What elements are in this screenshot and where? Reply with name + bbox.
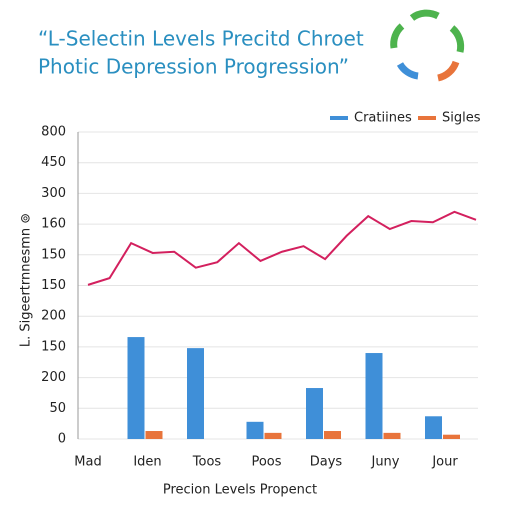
x-tick-label: Days [310, 455, 343, 470]
x-tick-label: Toos [192, 455, 222, 470]
x-tick-label: Juny [370, 455, 399, 470]
chart-title: Photic Depression Progression” [38, 55, 349, 79]
y-tick-label: 160 [41, 217, 66, 232]
x-tick-label: Iden [133, 455, 161, 470]
y-tick-label: 0 [58, 432, 66, 447]
y-tick-label: 200 [41, 370, 66, 385]
bar [127, 337, 145, 439]
bar [145, 431, 163, 439]
y-tick-label: 300 [41, 186, 66, 201]
y-tick-label: 150 [41, 247, 66, 262]
y-tick-label: 450 [41, 155, 66, 170]
bar [264, 432, 282, 439]
bar [187, 348, 204, 439]
x-tick-label: Mad [74, 455, 101, 470]
bar [324, 431, 341, 439]
y-tick-label: 150 [41, 339, 66, 354]
bar [306, 388, 323, 439]
y-tick-label: 50 [49, 401, 66, 416]
bar [383, 432, 401, 439]
legend-label: Sigles [442, 111, 481, 126]
bar [246, 421, 264, 439]
bar [425, 416, 442, 439]
y-tick-label: 800 [41, 125, 66, 140]
bar [443, 434, 460, 439]
legend-swatch [418, 116, 436, 120]
x-tick-label: Poos [251, 455, 281, 470]
line [87, 210, 477, 286]
y-axis-label: L. Sigeertrnnesmn ⊚ [19, 213, 34, 347]
x-tick-label: Jour [431, 455, 458, 470]
chart-title: “L-Selectin Levels Precitd Chroet [38, 27, 364, 51]
legend-label: Cratiines [354, 111, 412, 126]
y-tick-label: 150 [41, 278, 66, 293]
y-tick-label: 200 [41, 309, 66, 324]
bar [365, 353, 383, 439]
x-axis-label: Precion Levels Propenct [163, 483, 317, 498]
legend-swatch [330, 116, 348, 120]
logo [390, 9, 465, 82]
